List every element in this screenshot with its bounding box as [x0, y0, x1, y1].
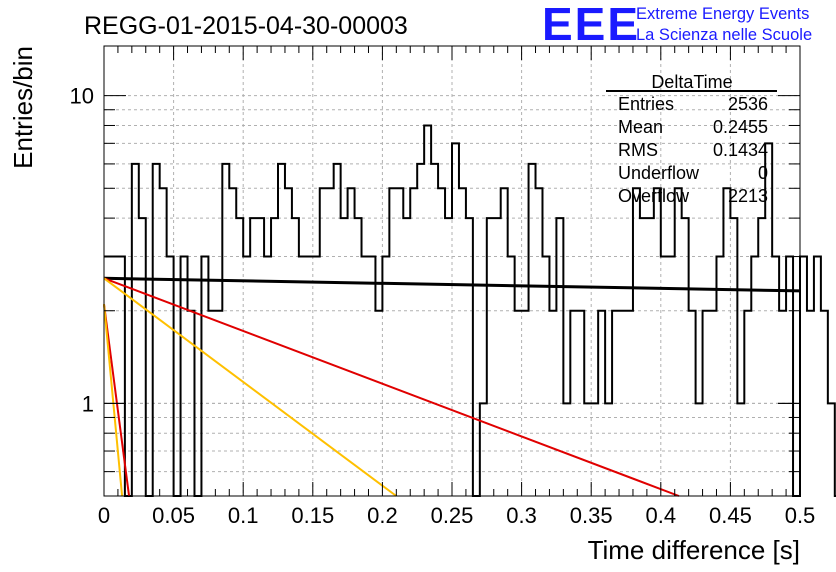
x-axis-ticks: 0 0.05 0.1 0.15 0.2 0.25 0.3 0.35 0.4 0.45 0.5 — [98, 46, 815, 528]
stats-label: Mean — [618, 117, 663, 137]
fit-line-red — [103, 277, 680, 497]
fit-line-yellow — [103, 277, 397, 497]
x-tick-label: 0.5 — [785, 503, 816, 528]
x-axis-title: Time difference [s] — [588, 535, 800, 565]
y-tick-label: 1 — [82, 391, 94, 416]
y-axis-title: Entries/bin — [8, 46, 38, 169]
eee-logo-letters: EEE — [542, 0, 640, 50]
logo-line-1: Extreme Energy Events — [636, 5, 809, 23]
histogram-line — [104, 124, 836, 497]
stats-box: DeltaTime Entries 2536 Mean 0.2455 RMS 0.1434… — [606, 72, 777, 206]
stats-label: Underflow — [618, 163, 700, 183]
stats-label: Overflow — [618, 186, 690, 206]
logo-line-2: La Scienza nelle Scuole — [636, 26, 812, 44]
stats-value: 2536 — [728, 94, 768, 114]
stats-label: Entries — [618, 94, 674, 114]
x-tick-label: 0.2 — [367, 503, 398, 528]
stats-label: RMS — [618, 140, 658, 160]
x-tick-label: 0.45 — [709, 503, 752, 528]
run-title: REGG-01-2015-04-30-00003 — [84, 12, 408, 40]
fit-line-black — [103, 276, 801, 293]
x-tick-label: 0.4 — [646, 503, 677, 528]
stats-value: 0.1434 — [713, 140, 768, 160]
x-tick-label: 0.25 — [431, 503, 474, 528]
x-tick-label: 0.05 — [152, 503, 195, 528]
stats-title: DeltaTime — [651, 72, 732, 92]
plot-grid — [104, 46, 800, 496]
stats-rows: Entries 2536 Mean 0.2455 RMS 0.1434 Underflow 0… — [618, 94, 768, 206]
x-tick-label: 0.35 — [570, 503, 613, 528]
x-tick-label: 0.1 — [228, 503, 259, 528]
stats-value: 0.2455 — [713, 117, 768, 137]
fit-line-red — [103, 304, 131, 497]
fit-line-yellow — [103, 304, 124, 497]
histogram-series — [104, 124, 836, 497]
y-tick-label: 10 — [70, 84, 94, 109]
x-tick-label: 0.3 — [506, 503, 537, 528]
stats-value: 0 — [758, 163, 768, 183]
y-axis-ticks: 1 10 — [70, 84, 800, 497]
x-tick-label: 0.15 — [291, 503, 334, 528]
stats-value: 2213 — [728, 186, 768, 206]
fit-curves — [103, 276, 801, 497]
x-tick-label: 0 — [98, 503, 110, 528]
